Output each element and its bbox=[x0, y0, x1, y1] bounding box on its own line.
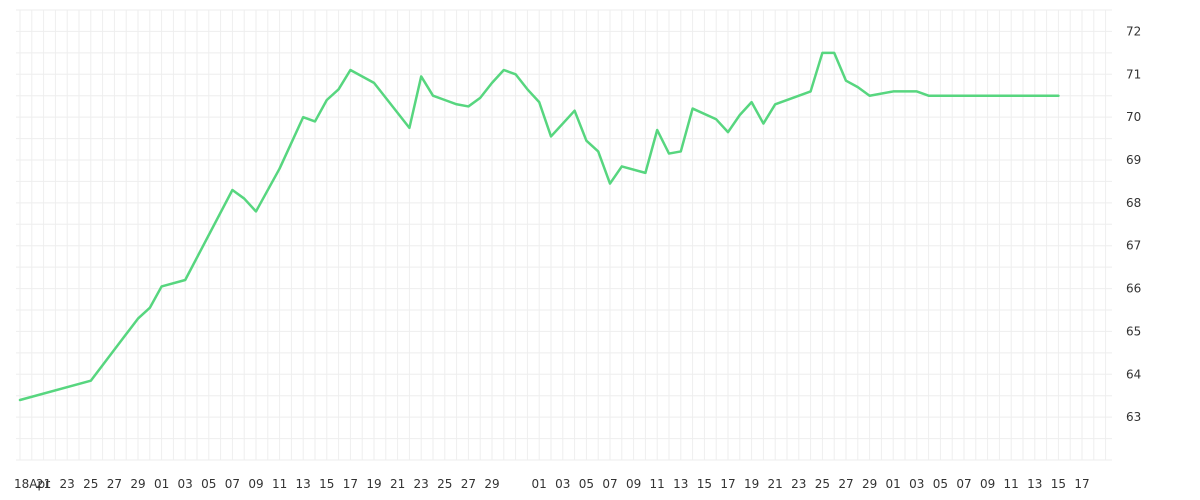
x-tick-label: 29 bbox=[862, 477, 877, 491]
x-tick-label: 15 bbox=[697, 477, 712, 491]
grid bbox=[16, 9, 1112, 461]
x-tick-label: 23 bbox=[414, 477, 429, 491]
x-tick-label: 29 bbox=[130, 477, 145, 491]
x-tick-label: 15 bbox=[1051, 477, 1066, 491]
y-tick-label: 67 bbox=[1126, 239, 1141, 253]
x-tick-label: 09 bbox=[980, 477, 995, 491]
x-tick-label: 07 bbox=[225, 477, 240, 491]
y-tick-label: 71 bbox=[1126, 67, 1141, 81]
x-tick-label: 27 bbox=[461, 477, 476, 491]
x-tick-label: 27 bbox=[107, 477, 122, 491]
x-tick-label: 07 bbox=[956, 477, 971, 491]
x-tick-label: 25 bbox=[437, 477, 452, 491]
x-tick-label: 03 bbox=[909, 477, 924, 491]
x-tick-label: 29 bbox=[484, 477, 499, 491]
x-tick-label: 21 bbox=[768, 477, 783, 491]
x-tick-label: 19 bbox=[744, 477, 759, 491]
x-tick-label: 13 bbox=[673, 477, 688, 491]
x-tick-label: 01 bbox=[154, 477, 169, 491]
x-tick-label: 23 bbox=[791, 477, 806, 491]
x-tick-label: 07 bbox=[602, 477, 617, 491]
x-tick-label: 27 bbox=[838, 477, 853, 491]
x-tick-label: 25 bbox=[815, 477, 830, 491]
x-tick-label: 09 bbox=[248, 477, 263, 491]
y-tick-label: 63 bbox=[1126, 410, 1141, 424]
x-tick-label: 05 bbox=[201, 477, 216, 491]
series-layer bbox=[18, 51, 1060, 402]
x-tick-label: 23 bbox=[60, 477, 75, 491]
y-axis: 63 64 65 66 67 68 69 70 71 72 bbox=[1126, 24, 1141, 424]
x-tick-label: 17 bbox=[343, 477, 358, 491]
x-tick-label: 13 bbox=[296, 477, 311, 491]
x-tick-label: 15 bbox=[319, 477, 334, 491]
x-tick-label: 05 bbox=[579, 477, 594, 491]
y-tick-label: 70 bbox=[1126, 110, 1141, 124]
x-tick-label: 19 bbox=[366, 477, 381, 491]
x-tick-label: 21 bbox=[36, 477, 51, 491]
x-tick-label: 21 bbox=[390, 477, 405, 491]
x-tick-label: 17 bbox=[720, 477, 735, 491]
x-tick-label: 18Apr bbox=[14, 477, 50, 491]
x-tick-label: 25 bbox=[83, 477, 98, 491]
y-tick-label: 66 bbox=[1126, 282, 1141, 296]
y-tick-label: 64 bbox=[1126, 367, 1141, 381]
x-tick-label: 11 bbox=[650, 477, 665, 491]
x-tick-label: 01 bbox=[532, 477, 547, 491]
y-tick-label: 72 bbox=[1126, 24, 1141, 38]
x-tick-label: 01 bbox=[886, 477, 901, 491]
y-tick-label: 69 bbox=[1126, 153, 1141, 167]
y-tick-label: 68 bbox=[1126, 196, 1141, 210]
y-tick-label: 65 bbox=[1126, 324, 1141, 338]
x-tick-label: 11 bbox=[1004, 477, 1019, 491]
x-tick-label: 03 bbox=[178, 477, 193, 491]
x-tick-label: 17 bbox=[1074, 477, 1089, 491]
x-tick-label: 11 bbox=[272, 477, 287, 491]
x-tick-label: 09 bbox=[626, 477, 641, 491]
x-tick-label: 03 bbox=[555, 477, 570, 491]
x-tick-label: 05 bbox=[933, 477, 948, 491]
x-tick-label: 13 bbox=[1027, 477, 1042, 491]
series-line bbox=[18, 51, 1060, 402]
